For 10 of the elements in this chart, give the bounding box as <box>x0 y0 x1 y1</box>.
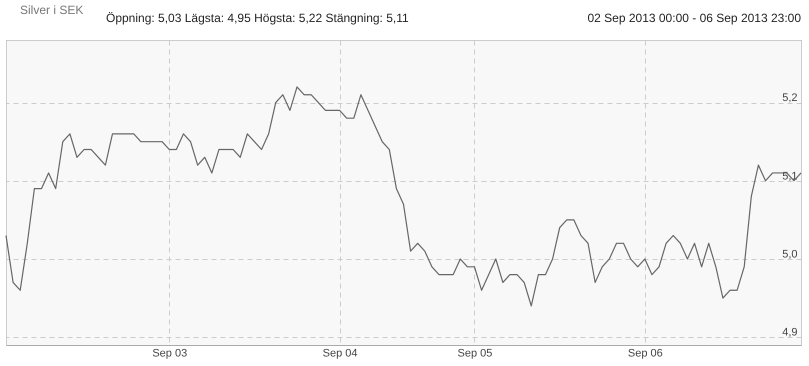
text: 02 Sep 2013 00:00 - 06 Sep 2013 23:00 <box>587 11 802 25</box>
x-tick-label: Sep 05 <box>458 348 492 360</box>
y-tick-label: 4,9 <box>782 326 798 339</box>
text: Silver i SEK <box>20 3 84 17</box>
x-tick-label: Sep 04 <box>322 348 358 360</box>
y-tick-label: 5,2 <box>782 92 798 104</box>
x-tick-label: Sep 06 <box>628 348 663 360</box>
text: Öppning: 5,03 Lägsta: 4,95 Högsta: 5,22 Stängning: 5,11 <box>106 11 409 25</box>
x-tick-label: Sep 03 <box>152 348 188 360</box>
y-tick-label: 5,0 <box>782 248 798 260</box>
